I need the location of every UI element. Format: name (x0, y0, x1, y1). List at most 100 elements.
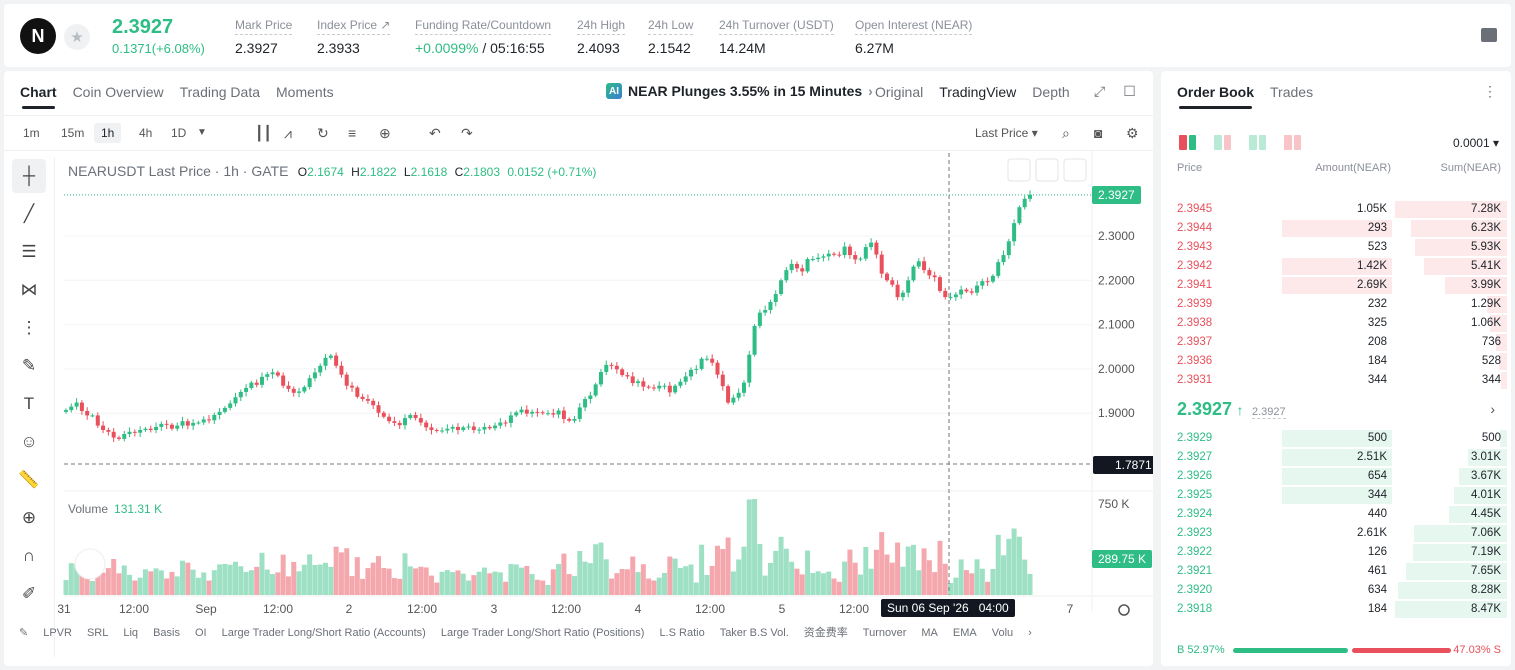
ask-row[interactable]: 2.3938 325 1.06K (1161, 314, 1511, 333)
mid-price-row[interactable]: 2.3927 ↑ 2.3927 › (1177, 399, 1501, 420)
interval-1h[interactable]: 1h (94, 123, 122, 143)
bid-row[interactable]: 2.3924 440 4.45K (1161, 505, 1511, 524)
bid-row[interactable]: 2.3929 500 500 (1161, 429, 1511, 448)
indicator-item[interactable]: MA (921, 627, 938, 639)
ask-bid-icon[interactable] (1214, 135, 1231, 150)
zoom-in-icon[interactable]: ⊕ (21, 508, 37, 527)
trend-line-icon[interactable]: ╱ (23, 204, 35, 223)
indicator-item[interactable]: Large Trader Long/Short Ratio (Positions… (440, 627, 645, 639)
add-indicator-icon[interactable]: ⊕ (379, 125, 391, 141)
expand-icon[interactable]: ⤢ (1094, 83, 1106, 99)
book-icon[interactable] (1481, 28, 1497, 42)
replay-icon[interactable]: ↻ (317, 125, 329, 141)
candle-body (524, 409, 529, 414)
candlestick-chart[interactable]: 2.3000 2.2000 2.1000 2.0000 1.9000 750 K 31 12:… (4, 71, 1153, 666)
ruler-icon[interactable]: 📏 (18, 470, 40, 489)
ask-row[interactable]: 2.3944 293 6.23K (1161, 219, 1511, 238)
indicator-item[interactable]: Turnover (862, 627, 907, 639)
undo-icon[interactable]: ↶ (429, 125, 441, 141)
indicator-item[interactable]: Volu (991, 627, 1014, 639)
tab-tradingview[interactable]: TradingView (939, 84, 1017, 100)
chevron-right-icon[interactable]: › (1028, 627, 1032, 639)
text-tool-icon[interactable]: T (23, 394, 35, 413)
indicator-item[interactable]: Liq (123, 627, 139, 639)
indicator-edit-icon[interactable]: ✎ (19, 627, 29, 639)
emoji-icon[interactable]: ☺ (20, 432, 38, 451)
volume-bar (593, 544, 599, 595)
tab-order-book[interactable]: Order Book (1177, 84, 1255, 109)
fib-icon[interactable]: ⋮ (20, 318, 38, 337)
volume-bar (391, 578, 397, 595)
redo-icon[interactable]: ↷ (461, 125, 473, 141)
settings-gear-icon[interactable]: ⚙ (1126, 125, 1139, 141)
template-icon[interactable]: ≡ (348, 125, 357, 141)
funding-rate-stat[interactable]: Funding Rate/Countdown +0.0099% / 05:16:… (415, 18, 552, 56)
bid-row[interactable]: 2.3920 634 8.28K (1161, 581, 1511, 600)
precision-select[interactable]: 0.0001 ▾ (1452, 136, 1499, 150)
asks-only-icon[interactable] (1284, 135, 1301, 150)
24h-low-stat[interactable]: 24h Low 2.1542 (648, 18, 694, 56)
indicator-item[interactable]: EMA (952, 627, 977, 639)
ask-row[interactable]: 2.3943 523 5.93K (1161, 238, 1511, 257)
more-menu-icon[interactable]: ⋮ (1483, 83, 1497, 99)
indicator-item[interactable]: LPVR (43, 627, 72, 639)
both-sides-icon[interactable] (1179, 135, 1196, 150)
tab-trading-data[interactable]: Trading Data (179, 84, 261, 100)
tab-trades[interactable]: Trades (1270, 84, 1314, 100)
indicator-item[interactable]: L.S Ratio (659, 627, 705, 639)
bid-row[interactable]: 2.3921 461 7.65K (1161, 562, 1511, 581)
indicator-item[interactable]: SRL (86, 627, 109, 639)
interval-1m[interactable]: 1m (23, 126, 40, 140)
favorite-star-icon[interactable]: ★ (64, 24, 90, 50)
price-type-select[interactable]: Last Price ▾ (975, 126, 1038, 140)
chevron-right-icon[interactable]: › (1490, 401, 1495, 417)
tab-chart[interactable]: Chart (20, 84, 57, 109)
indicators-icon[interactable]: ⩘ (284, 125, 292, 141)
indicator-item[interactable]: Large Trader Long/Short Ratio (Accounts) (221, 627, 426, 639)
magnet-icon[interactable]: ∩ (22, 546, 36, 565)
bid-row[interactable]: 2.3926 654 3.67K (1161, 467, 1511, 486)
tab-depth[interactable]: Depth (1032, 84, 1070, 100)
interval-4h[interactable]: 4h (139, 126, 153, 140)
mark-price-stat[interactable]: Mark Price 2.3927 (235, 18, 293, 56)
index-price-stat[interactable]: Index Price ↗ 2.3933 (317, 18, 391, 56)
bid-row[interactable]: 2.3918 184 8.47K (1161, 600, 1511, 619)
horizontal-lines-icon[interactable]: ☰ (21, 242, 37, 261)
indicator-item[interactable]: 资金费率 (803, 627, 848, 639)
news-headline[interactable]: AI NEAR Plunges 3.55% in 15 Minutes › (606, 83, 873, 99)
pattern-icon[interactable]: ⋈ (20, 280, 38, 299)
indicator-item[interactable]: OI (194, 627, 207, 639)
brush-icon[interactable]: ✎ (21, 356, 37, 375)
tab-coin-overview[interactable]: Coin Overview (72, 84, 164, 100)
open-interest-stat[interactable]: Open Interest (NEAR) 6.27M (855, 18, 973, 56)
indicator-item[interactable]: Basis (153, 627, 180, 639)
24h-turnover-stat[interactable]: 24h Turnover (USDT) 14.24M (719, 18, 834, 56)
ask-row[interactable]: 2.3941 2.69K 3.99K (1161, 276, 1511, 295)
24h-high-stat[interactable]: 24h High 2.4093 (577, 18, 626, 56)
ask-row[interactable]: 2.3939 232 1.29K (1161, 295, 1511, 314)
candle-body (95, 415, 100, 426)
interval-dropdown-icon[interactable]: ▼ (197, 127, 207, 138)
ask-row[interactable]: 2.3931 344 344 (1161, 371, 1511, 390)
crosshair-icon[interactable]: ┼ (12, 159, 46, 193)
interval-1d[interactable]: 1D (171, 126, 187, 140)
bid-row[interactable]: 2.3925 344 4.01K (1161, 486, 1511, 505)
ask-row[interactable]: 2.3937 208 736 (1161, 333, 1511, 352)
tab-moments[interactable]: Moments (276, 84, 334, 100)
search-icon[interactable]: ⌕ (1062, 125, 1070, 141)
ask-row[interactable]: 2.3945 1.05K 7.28K (1161, 200, 1511, 219)
candle-type-icon[interactable]: ┃┃ (255, 125, 272, 141)
window-icon[interactable]: ☐ (1123, 83, 1136, 99)
pencil-lock-icon[interactable]: ✐ (21, 584, 37, 603)
ask-row[interactable]: 2.3936 184 528 (1161, 352, 1511, 371)
bid-row[interactable]: 2.3927 2.51K 3.01K (1161, 448, 1511, 467)
bid-row[interactable]: 2.3922 126 7.19K (1161, 543, 1511, 562)
tab-original[interactable]: Original (875, 84, 924, 100)
ask-row[interactable]: 2.3942 1.42K 5.41K (1161, 257, 1511, 276)
order-sum: 3.01K (1470, 451, 1501, 463)
bids-only-icon[interactable] (1249, 135, 1266, 150)
indicator-item[interactable]: Taker B.S Vol. (719, 627, 789, 639)
camera-icon[interactable]: ◙ (1094, 125, 1103, 141)
bid-row[interactable]: 2.3923 2.61K 7.06K (1161, 524, 1511, 543)
interval-15m[interactable]: 15m (61, 126, 85, 140)
